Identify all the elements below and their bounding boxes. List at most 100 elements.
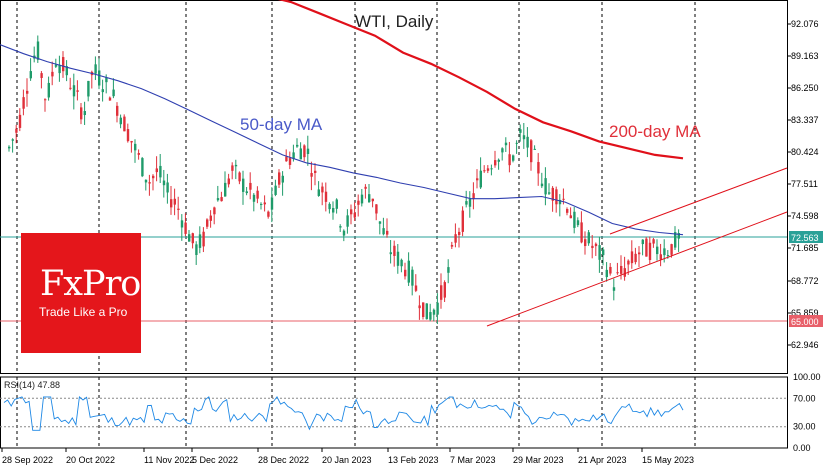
candle-body (94, 64, 97, 74)
candle-body (537, 162, 540, 174)
candle-body (144, 179, 148, 183)
candle-body (270, 197, 274, 210)
candle-body (303, 145, 306, 158)
candle-body (587, 232, 590, 244)
candle-body (29, 71, 32, 79)
rsi-panel-frame (0, 376, 788, 449)
candle-body (666, 255, 670, 257)
candle-body (224, 182, 227, 197)
candle-body (508, 154, 511, 166)
candle-body (472, 193, 475, 200)
candle-body (54, 64, 58, 67)
candle-body (555, 189, 558, 205)
candle-body (238, 172, 241, 182)
date-tick-label: 7 Mar 2023 (450, 455, 496, 465)
candle-body (220, 197, 223, 202)
candle-body (616, 272, 619, 274)
candle-body (83, 111, 86, 116)
candle-body (548, 192, 551, 194)
candle-body (515, 142, 518, 144)
candle-body (191, 233, 194, 244)
candle-body (317, 189, 320, 196)
candle-body (148, 182, 151, 184)
candle-body (152, 175, 155, 179)
candle-body (162, 180, 166, 186)
candle-body (76, 90, 79, 92)
brand-logo-text: FxPro (40, 264, 141, 304)
fxpro-logo: FxPro Trade Like a Pro (21, 233, 141, 353)
candle-body (620, 265, 623, 274)
candle-body (108, 97, 112, 101)
candle-body (598, 245, 601, 260)
candle-body (447, 267, 450, 273)
candle-body (231, 165, 234, 171)
brand-tagline: Trade Like a Pro (39, 305, 128, 319)
date-tick-label: 20 Jan 2023 (322, 455, 372, 465)
ma200-label: 200-day MA (609, 122, 701, 141)
candle-body (80, 107, 83, 120)
candle-body (670, 244, 673, 255)
candle-body (609, 266, 612, 274)
candle-body (389, 252, 392, 255)
date-tick-label: 13 Feb 2023 (388, 455, 439, 465)
candle-body (476, 178, 479, 181)
channel-lower-line (486, 211, 788, 327)
candle-body (569, 215, 572, 219)
current-price-badge (789, 231, 823, 243)
candle-body (490, 168, 493, 170)
candle-body (512, 155, 515, 161)
candle-body (116, 105, 119, 116)
candle-body (180, 220, 184, 228)
candle-body (436, 302, 439, 315)
candle-body (407, 260, 410, 283)
candle-body (360, 194, 364, 204)
date-tick-label: 21 Apr 2023 (578, 455, 627, 465)
candle-body (137, 153, 140, 155)
candle-body (15, 128, 18, 133)
candle-body (594, 243, 598, 247)
candle-body (65, 66, 68, 76)
candle-body (339, 226, 342, 228)
ma50-label: 50-day MA (240, 115, 323, 134)
candle-body (450, 244, 454, 247)
support-value: 65.000 (791, 317, 819, 327)
candle-body (173, 198, 176, 205)
candle-body (51, 71, 54, 77)
rsi-label: RSI(14) 47.88 (4, 380, 61, 390)
ma50-line (0, 44, 684, 236)
candle-body (184, 222, 187, 234)
candle-body (638, 252, 641, 255)
candle-body (674, 232, 677, 248)
candle-body (252, 194, 256, 202)
candle-body (105, 77, 108, 83)
candle-body (677, 233, 680, 239)
candle-body (245, 191, 248, 194)
candle-body (44, 99, 47, 101)
candle-body (494, 160, 497, 166)
candle-body (645, 238, 648, 257)
candle-body (130, 141, 133, 143)
candle-body (101, 89, 104, 93)
candle-body (285, 156, 288, 162)
candle-body (364, 186, 367, 189)
candle-body (18, 114, 22, 128)
candle-body (299, 148, 302, 160)
candle-body (418, 305, 421, 309)
candle-body (483, 170, 486, 172)
candle-body (584, 239, 587, 247)
candle-body (540, 183, 544, 187)
candle-body (648, 242, 652, 261)
candle-body (123, 116, 126, 132)
candle-body (497, 159, 500, 162)
candle-body (368, 194, 371, 203)
candle-body (260, 203, 263, 205)
candle-body (602, 249, 605, 256)
candle-body (353, 212, 356, 218)
date-tick-label: 28 Sep 2022 (2, 455, 53, 465)
candle-body (58, 64, 61, 74)
candle-body (47, 82, 50, 98)
candle-body (386, 230, 389, 235)
candle-body (256, 190, 259, 199)
date-tick-label: 20 Oct 2022 (66, 455, 115, 465)
price-tick-label: 89.163 (791, 51, 819, 61)
